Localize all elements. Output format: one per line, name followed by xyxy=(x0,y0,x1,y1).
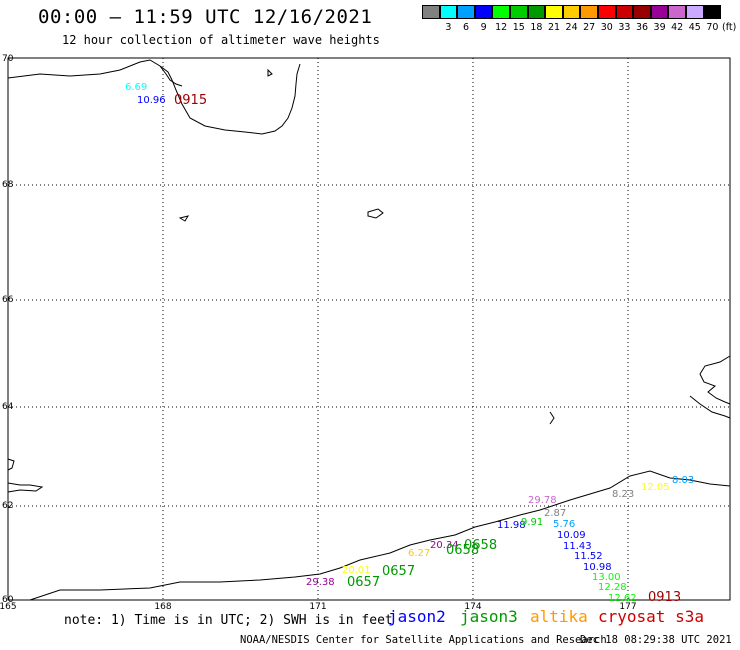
legend-swatch xyxy=(457,5,475,19)
legend-swatch xyxy=(615,5,634,19)
lat-labels: 70 68 66 64 62 60 xyxy=(2,54,14,605)
legend-label: 70 xyxy=(706,22,719,33)
legend-swatch xyxy=(527,5,546,19)
satellite-altika: altika xyxy=(530,607,588,626)
legend-label: 24 xyxy=(565,22,578,33)
legend-swatch xyxy=(509,5,528,19)
legend-swatch xyxy=(668,5,686,19)
map-subtitle: 12 hour collection of altimeter wave hei… xyxy=(62,33,380,47)
legend-label: 42 xyxy=(671,22,684,33)
lat-label-62: 62 xyxy=(2,501,13,511)
footer-note: note: 1) Time is in UTC; 2) SWH is in fe… xyxy=(64,613,393,628)
observation-label: 0658 xyxy=(446,543,479,558)
observation-label: 5.76 xyxy=(553,519,575,530)
observation-label: 9.91 xyxy=(521,517,543,528)
lat-label-60: 60 xyxy=(2,595,14,605)
legend-label: 36 xyxy=(635,22,649,33)
lon-label-174: 174 xyxy=(464,602,481,612)
satellite-jason3: jason3 xyxy=(460,607,518,626)
legend-labels: 3 6 9 12 15 18 21 24 27 30 33 36 39 42 45 70 (ft) xyxy=(422,22,740,34)
legend-label: 39 xyxy=(653,22,666,33)
observation-label: 0913 xyxy=(648,590,681,605)
observation-label: 11.43 xyxy=(563,541,592,552)
observation-label: 0658 xyxy=(464,538,497,553)
observation-label: 10.09 xyxy=(557,530,586,541)
legend-swatch xyxy=(580,5,598,19)
observation-label: 29.38 xyxy=(306,577,335,588)
lat-label-70: 70 xyxy=(2,54,14,64)
observation-label: 20.34 xyxy=(430,540,459,551)
color-legend xyxy=(422,5,722,21)
legend-swatch xyxy=(703,5,722,19)
legend-swatch xyxy=(474,5,493,19)
legend-swatch xyxy=(492,5,510,19)
observation-label: 20.01 xyxy=(342,565,371,576)
lon-label-171: 171 xyxy=(309,602,326,612)
observation-label: 0657 xyxy=(347,575,380,590)
legend-label: 3 xyxy=(445,22,452,33)
generated-timestamp: Dec 18 08:29:38 UTC 2021 xyxy=(580,634,732,646)
observation-label: 29.78 xyxy=(528,495,557,506)
graticule xyxy=(8,58,730,600)
satellite-cryosat-s3a: cryosat s3a xyxy=(598,607,704,626)
legend-label: 18 xyxy=(530,22,543,33)
legend-swatch xyxy=(422,5,440,19)
observation-label: 0657 xyxy=(382,564,415,579)
observation-label: 8.23 xyxy=(612,489,634,500)
lat-label-66: 66 xyxy=(2,295,14,305)
legend-swatch xyxy=(545,5,563,19)
legend-unit: (ft) xyxy=(722,22,737,33)
satellite-jason2: jason2 xyxy=(388,607,446,626)
legend-swatch xyxy=(439,5,458,19)
observation-label: 2.87 xyxy=(544,508,566,519)
coastline xyxy=(7,59,731,601)
legend-label: 15 xyxy=(512,22,525,33)
observation-label: 11.52 xyxy=(574,551,603,562)
observation-label: 6.69 xyxy=(125,82,147,93)
observation-label: 12.62 xyxy=(608,593,637,604)
legend-label: 9 xyxy=(480,22,487,33)
legend-label: 6 xyxy=(462,22,470,33)
legend-swatch xyxy=(597,5,616,19)
legend-label: 12 xyxy=(495,22,508,33)
observation-label: 10.96 xyxy=(137,95,166,106)
legend-swatch xyxy=(685,5,704,19)
legend-label: 21 xyxy=(547,22,561,33)
map-frame xyxy=(7,57,731,601)
map-title: 00:00 – 11:59 UTC 12/16/2021 xyxy=(38,6,373,28)
credit-text: NOAA/NESDIS Center for Satellite Applica… xyxy=(240,634,607,646)
lon-labels: 165 168 171 174 177 xyxy=(0,602,637,612)
legend-label: 30 xyxy=(600,22,613,33)
lat-label-64: 64 xyxy=(2,402,14,412)
lon-label-177: 177 xyxy=(619,602,636,612)
observation-label: 13.00 xyxy=(592,572,621,583)
observation-label: 10.98 xyxy=(583,562,612,573)
legend-swatch xyxy=(650,5,669,19)
observation-label: 11.98 xyxy=(497,520,526,531)
lon-label-165: 165 xyxy=(0,602,17,612)
observation-label: 0915 xyxy=(174,93,207,108)
lon-label-168: 168 xyxy=(154,602,171,612)
observation-label: 12.28 xyxy=(598,582,627,593)
legend-swatch xyxy=(562,5,581,19)
observation-label: 6.27 xyxy=(408,548,430,559)
legend-label: 27 xyxy=(583,22,596,33)
legend-label: 33 xyxy=(618,22,631,33)
observation-label: 12.05 xyxy=(641,482,670,493)
legend-label: 45 xyxy=(688,22,701,33)
legend-swatch xyxy=(633,5,651,19)
lat-label-68: 68 xyxy=(2,180,14,190)
observation-label: 8.03 xyxy=(672,475,694,486)
